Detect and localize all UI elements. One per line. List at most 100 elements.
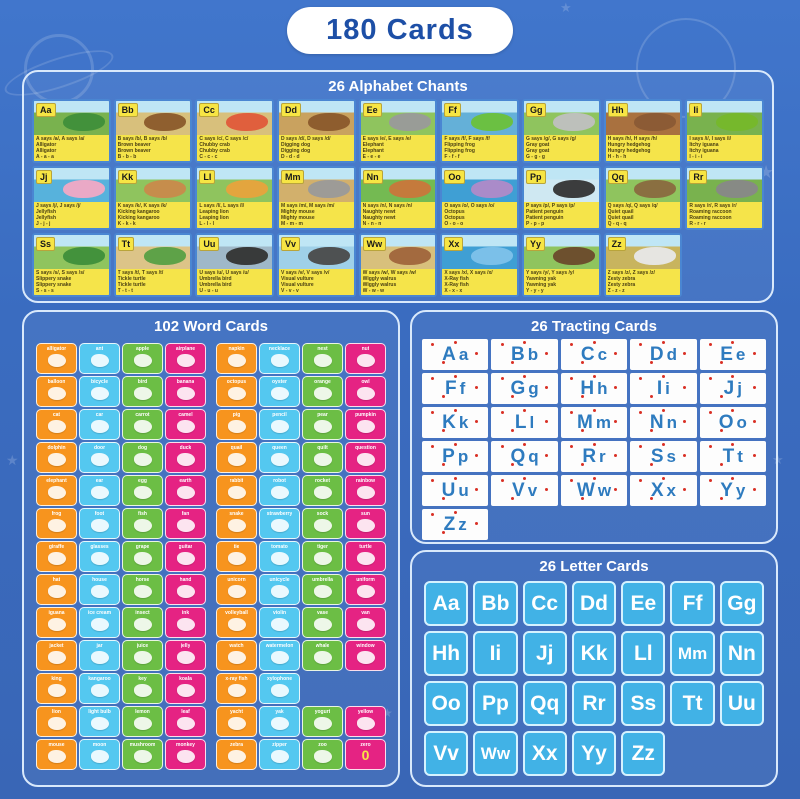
trace-guide-dot [523, 375, 527, 379]
chant-letter-tag: Hh [607, 103, 628, 117]
chant-card-chant-text: Y says /y/, Y says /y/Yawning yak Yawning… [523, 269, 599, 295]
chant-card-animal-art [389, 180, 432, 198]
chant-card: Ss S says /s/, S says /s/Slippery snake Sl… [32, 233, 111, 297]
chant-letter-tag: Cc [199, 103, 219, 117]
chant-text-line: G says /g/, G says /g/ [525, 136, 577, 142]
word-card-label: violin [272, 610, 287, 616]
star-doodle: ★ [560, 0, 572, 15]
word-card-image [90, 585, 109, 598]
chant-text-line: Z - z - z [607, 288, 625, 294]
word-card: hand [165, 574, 206, 605]
trace-guide-dot [752, 352, 756, 356]
tracting-lowercase-letter: g [528, 378, 539, 398]
tracting-uppercase-letter: H [580, 377, 595, 399]
word-card: tomato [259, 541, 300, 572]
tracting-lowercase-letter: z [458, 514, 467, 534]
word-card-image [90, 453, 109, 466]
word-card-label: duck [179, 445, 192, 451]
chant-text-line: B - b - b [117, 154, 137, 160]
chant-card-chant-text: C says /c/, C says /c/Chubby crab Chubby … [197, 135, 272, 161]
word-card-label: carrot [135, 412, 150, 418]
chant-card: Gg G says /g/, G says /g/Gray goat Gray go… [521, 99, 601, 163]
word-card-image [356, 354, 375, 367]
chant-text-line: Hungry hedgehog [607, 142, 651, 148]
chant-card-animal-art [307, 113, 350, 131]
trace-guide-dot [708, 411, 712, 415]
chant-card-animal-art [634, 113, 677, 131]
word-card: light bulb [79, 706, 120, 737]
trace-guide-dot [613, 454, 617, 458]
word-card-label: balloon [47, 379, 66, 385]
word-card-image [133, 420, 152, 433]
word-card-image [133, 684, 152, 697]
chant-text-line: Leaping lion [199, 215, 229, 221]
chant-card-chant-text: D says /d/, D says /d/Digging dog Digging… [278, 135, 354, 161]
chant-text-line: Digging dog [280, 142, 311, 148]
word-card-image [133, 651, 152, 664]
word-card-image [47, 354, 66, 367]
trace-guide-dot [511, 497, 515, 501]
word-card: insect [122, 607, 163, 638]
chant-text-line: Roaming raccoon [689, 209, 732, 215]
word-card-image [90, 552, 109, 565]
word-card: vase [302, 607, 343, 638]
chant-text-line: W - w - w [362, 288, 385, 294]
word-card-image [356, 552, 375, 565]
word-card-image [90, 618, 109, 631]
alphabet-chants-title: 26 Alphabet Chants [328, 78, 468, 95]
chant-text-line: Q says /q/, Q says /q/ [607, 203, 658, 209]
trace-guide-dot [544, 488, 548, 492]
chant-card: Oo O says /o/, O says /o/Octopus Octopus O … [440, 166, 519, 230]
word-card-image [313, 453, 332, 466]
chant-letter-tag: Uu [199, 237, 220, 251]
word-card: guitar [165, 541, 206, 572]
chant-letter-tag: Ss [36, 237, 56, 251]
word-card-label: tie [233, 544, 240, 550]
chant-card-chant-text: I says /i/, I says /i/Itchy iguana Itchy … [687, 135, 762, 161]
chant-card-chant-text: M says /m/, M says /m/Mighty mouse Mighty… [278, 202, 354, 228]
chant-card-chant-text: U says /u/, U says /u/Umbrella bird Umbre… [197, 269, 272, 295]
word-card-label: jar [96, 643, 103, 649]
word-card: necklace [259, 343, 300, 374]
chant-text-line: Quiet quail [607, 215, 634, 221]
word-card: yak [259, 706, 300, 737]
trace-guide-dot [475, 488, 479, 492]
word-card-image [356, 519, 375, 532]
section-word-cards: 102 Word Cards alligator ant apple airplane… [22, 310, 400, 787]
word-card-label: window [356, 643, 375, 649]
trace-guide-dot [441, 429, 445, 433]
chant-card-animal-art [552, 247, 595, 265]
tracting-lowercase-letter: u [458, 480, 469, 500]
trace-guide-dot [475, 352, 479, 356]
word-card: watch [216, 640, 257, 671]
word-card-label: elephant [46, 478, 67, 484]
trace-guide-dot [752, 488, 756, 492]
chant-card-chant-text: B says /b/, B says /b/Brown beaver Brown … [115, 135, 191, 161]
word-card: frog [36, 508, 77, 539]
word-card-image [176, 354, 195, 367]
word-card-label: dog [137, 445, 148, 451]
chant-text-line: T says /t/, T says /t/ [117, 270, 164, 276]
trace-guide-dot [708, 377, 712, 381]
word-card-image [47, 486, 66, 499]
word-card-label: octopus [226, 379, 247, 385]
tracting-uppercase-letter: C [580, 343, 595, 365]
word-card-label: quail [230, 445, 243, 451]
word-card-image [90, 519, 109, 532]
word-card-label: volleyball [225, 610, 248, 616]
chant-text-line: X - x - x [444, 288, 463, 294]
word-card-label: yogurt [314, 709, 331, 715]
word-card: question [345, 442, 386, 473]
word-card: lemon [122, 706, 163, 737]
trace-guide-dot [650, 497, 654, 501]
chant-text-line: Umbrella bird [199, 276, 232, 282]
trace-guide-dot [719, 463, 723, 467]
word-card-image [227, 717, 246, 730]
trace-guide-dot [592, 409, 596, 413]
word-card-label: key [138, 676, 147, 682]
